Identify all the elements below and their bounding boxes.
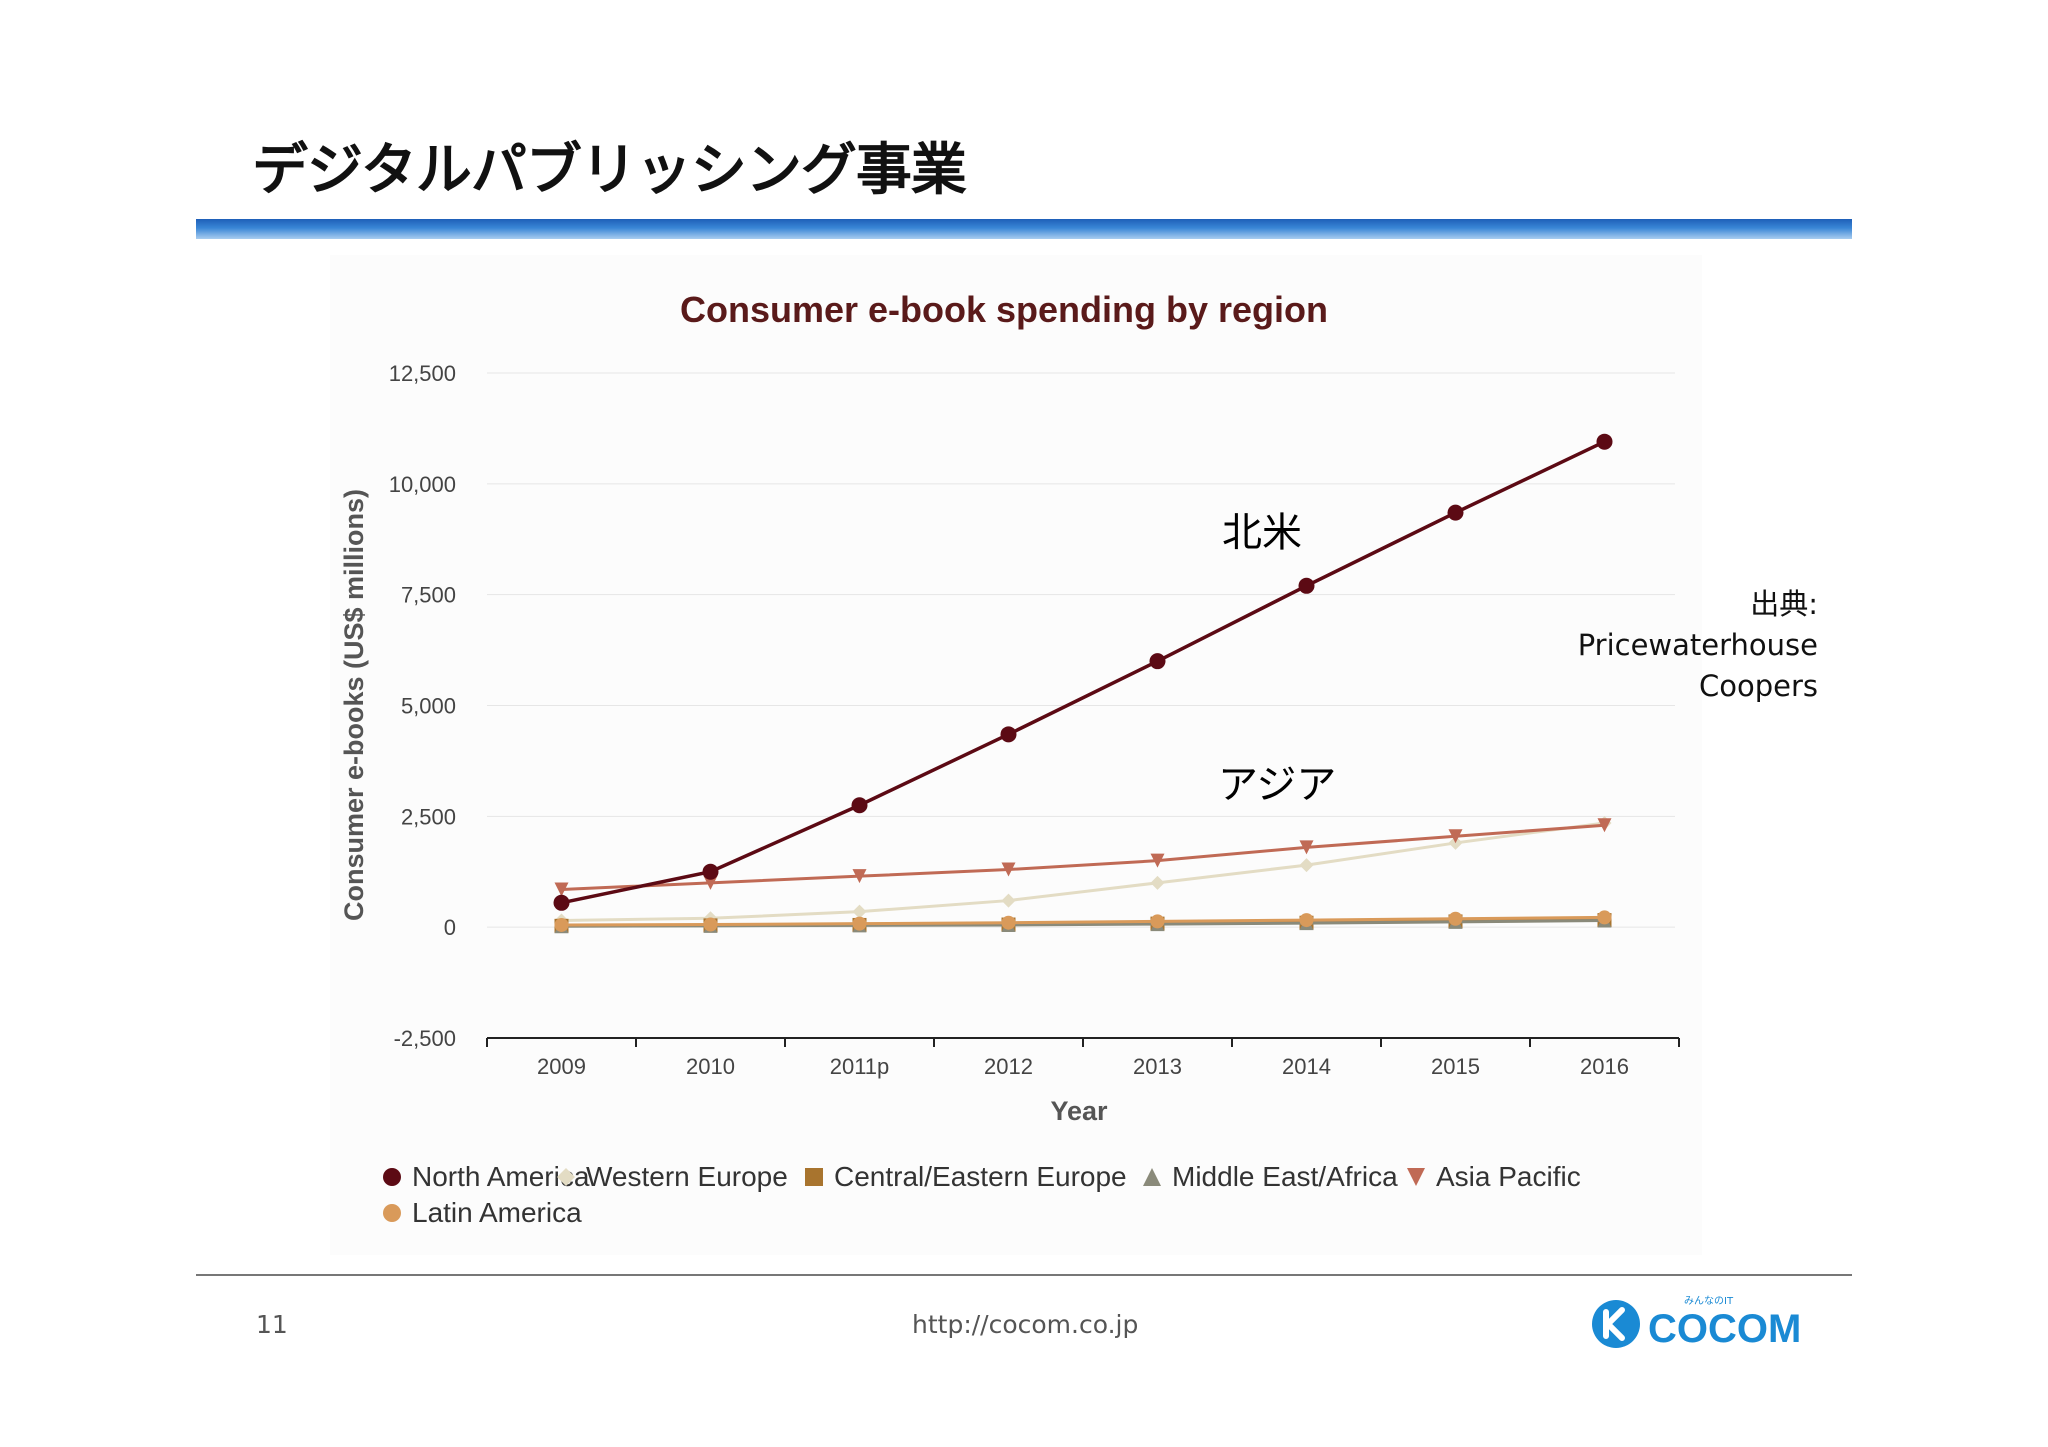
y-tick-label: 5,000 bbox=[401, 694, 456, 719]
legend-label: Central/Eastern Europe bbox=[834, 1161, 1127, 1192]
x-tick-label: 2013 bbox=[1133, 1054, 1182, 1079]
line-chart: Consumer e-book spending by region -2,50… bbox=[339, 289, 1680, 1228]
logo-text: COCOM bbox=[1648, 1307, 1801, 1351]
legend-item: Latin America bbox=[383, 1197, 582, 1228]
y-tick-label: 0 bbox=[444, 915, 456, 940]
data-point bbox=[703, 917, 718, 932]
series-latin-america bbox=[554, 910, 1612, 932]
chart-axes: -2,500 0 2,500 5,000 7,500 10,000 12,500 2009 20… bbox=[339, 361, 1680, 1126]
data-point bbox=[703, 875, 718, 890]
data-point bbox=[1299, 913, 1314, 928]
series-line bbox=[561, 440, 1606, 905]
legend-item: Asia Pacific bbox=[1407, 1161, 1581, 1192]
data-point bbox=[553, 894, 570, 911]
data-point bbox=[1448, 829, 1463, 844]
legend-marker bbox=[557, 1168, 575, 1186]
data-point bbox=[852, 904, 867, 919]
y-axis-title: Consumer e-books (US$ millions) bbox=[339, 489, 369, 921]
data-point bbox=[1150, 875, 1165, 890]
legend-label: Western Europe bbox=[586, 1161, 788, 1192]
x-axis-title: Year bbox=[1050, 1096, 1108, 1126]
data-point bbox=[1001, 915, 1016, 930]
x-tick-label: 2016 bbox=[1580, 1054, 1629, 1079]
legend-marker bbox=[383, 1168, 401, 1186]
annotation-asia: アジア bbox=[1218, 762, 1336, 808]
x-tick-label: 2014 bbox=[1282, 1054, 1331, 1079]
source-name-line1: Pricewaterhouse bbox=[1577, 628, 1818, 662]
legend-item: Central/Eastern Europe bbox=[805, 1161, 1127, 1192]
chart-series bbox=[553, 433, 1613, 934]
y-tick-label: 12,500 bbox=[389, 361, 456, 386]
legend-marker bbox=[1407, 1168, 1425, 1186]
legend-item: Middle East/Africa bbox=[1143, 1161, 1398, 1192]
data-point bbox=[1298, 577, 1315, 594]
series-asia-pacific bbox=[554, 818, 1612, 897]
page-number: 11 bbox=[256, 1310, 288, 1339]
data-point bbox=[851, 797, 868, 814]
y-tick-label: -2,500 bbox=[394, 1026, 456, 1051]
y-tick-label: 2,500 bbox=[401, 804, 456, 829]
data-point bbox=[554, 882, 569, 897]
data-point bbox=[702, 863, 719, 880]
data-point bbox=[1596, 433, 1613, 450]
chart-grid bbox=[487, 372, 1675, 928]
data-point bbox=[554, 917, 569, 932]
data-point bbox=[852, 869, 867, 884]
title-bar bbox=[196, 219, 1852, 239]
data-point bbox=[1150, 914, 1165, 929]
series-line bbox=[561, 823, 1605, 891]
data-point bbox=[1000, 726, 1017, 743]
data-point bbox=[852, 916, 867, 931]
data-point bbox=[1597, 818, 1612, 833]
y-tick-label: 7,500 bbox=[401, 583, 456, 608]
legend-marker bbox=[805, 1168, 823, 1186]
data-point bbox=[1299, 858, 1314, 873]
data-point bbox=[1448, 911, 1463, 926]
x-tick-label: 2015 bbox=[1431, 1054, 1480, 1079]
source-name-line2: Coopers bbox=[1698, 669, 1818, 703]
annotation-north-america: 北米 bbox=[1222, 510, 1302, 556]
legend-label: Asia Pacific bbox=[1436, 1161, 1581, 1192]
data-point bbox=[1149, 653, 1166, 670]
data-point bbox=[1001, 862, 1016, 877]
legend-label: Latin America bbox=[412, 1197, 582, 1228]
data-point bbox=[1447, 504, 1464, 521]
x-tick-label: 2011p bbox=[830, 1054, 890, 1079]
series-north-america bbox=[553, 433, 1613, 911]
legend-marker bbox=[383, 1204, 401, 1222]
footer-divider bbox=[196, 1274, 1852, 1276]
x-tick-label: 2009 bbox=[537, 1054, 586, 1079]
logo-k-icon bbox=[1592, 1300, 1640, 1348]
data-point bbox=[1597, 910, 1612, 925]
legend-marker bbox=[1143, 1168, 1161, 1186]
x-tick-label: 2012 bbox=[984, 1054, 1033, 1079]
data-point bbox=[1150, 853, 1165, 868]
source-label: 出典: bbox=[1750, 587, 1818, 621]
series-line bbox=[561, 821, 1605, 923]
cocom-logo: COCOM みんなのIT bbox=[1592, 1295, 1801, 1351]
slide-title: デジタルパブリッシング事業 bbox=[252, 138, 967, 203]
x-tick-label: 2010 bbox=[686, 1054, 735, 1079]
source-citation: 出典: Pricewaterhouse Coopers bbox=[1578, 584, 1818, 707]
legend-label: Middle East/Africa bbox=[1172, 1161, 1398, 1192]
series-line bbox=[561, 915, 1605, 927]
footer-url: http://cocom.co.jp bbox=[912, 1310, 1139, 1339]
data-point bbox=[1001, 893, 1016, 908]
chart-panel: Consumer e-book spending by region -2,50… bbox=[330, 255, 1702, 1255]
legend-item: Western Europe bbox=[557, 1161, 788, 1192]
logo-tagline: みんなのIT bbox=[1684, 1295, 1734, 1307]
y-tick-label: 10,000 bbox=[389, 472, 456, 497]
data-point bbox=[1299, 840, 1314, 855]
chart-title: Consumer e-book spending by region bbox=[680, 289, 1328, 330]
